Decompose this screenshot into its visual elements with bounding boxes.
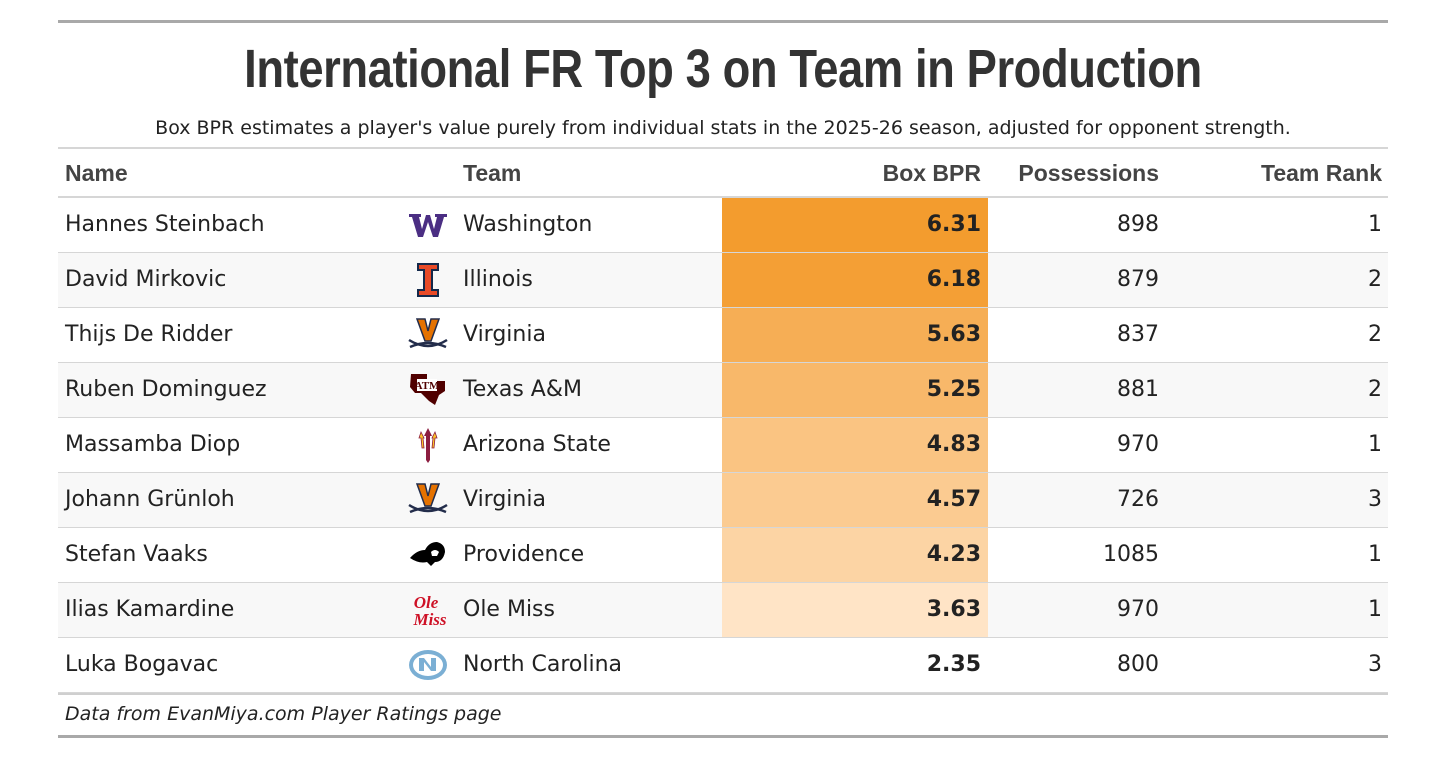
table-row: Luka Bogavac North Carolina 2.35 800 3 — [58, 638, 1388, 693]
box-bpr-value: 4.83 — [926, 432, 981, 457]
texas-am-logo-icon: ATM — [407, 371, 449, 409]
team-rank-value: 1 — [1368, 212, 1382, 237]
svg-text:Ole: Ole — [414, 593, 439, 612]
box-bpr-value: 5.25 — [926, 377, 981, 402]
box-bpr-value: 3.63 — [926, 597, 981, 622]
team-name: North Carolina — [463, 652, 623, 677]
possessions-value: 879 — [1117, 267, 1159, 292]
virginia-logo-icon — [407, 481, 449, 519]
team-name: Virginia — [463, 487, 546, 512]
team-name: Arizona State — [463, 432, 611, 457]
column-header-team-rank: Team Rank — [1260, 160, 1382, 186]
svg-text:Miss: Miss — [412, 610, 446, 629]
table-row: Stefan Vaaks Providence 4.23 1085 1 — [58, 528, 1388, 583]
box-bpr-value: 6.31 — [926, 212, 981, 237]
possessions-value: 970 — [1117, 597, 1159, 622]
chart-title: International FR Top 3 on Team in Produc… — [244, 39, 1202, 99]
possessions-value: 970 — [1117, 432, 1159, 457]
player-name: Luka Bogavac — [65, 652, 219, 677]
box-bpr-heat-cell — [722, 308, 988, 362]
ole-miss-logo-icon: Ole Miss — [407, 591, 449, 629]
team-name: Texas A&M — [463, 377, 582, 402]
table-figure: International FR Top 3 on Team in Produc… — [58, 20, 1388, 738]
table-header: Name Team Box BPR Possessions Team Rank — [58, 147, 1388, 198]
team-rank-value: 2 — [1368, 377, 1382, 402]
chart-subtitle: Box BPR estimates a player's value purel… — [155, 117, 1291, 139]
table-row: David Mirkovic Illinois 6.18 879 2 — [58, 253, 1388, 308]
table-row: Ruben Dominguez ATM Texas A&M 5.25 881 2 — [58, 363, 1388, 418]
box-bpr-value: 4.23 — [926, 542, 981, 567]
team-rank-value: 1 — [1368, 597, 1382, 622]
top-rule — [58, 20, 1388, 23]
illinois-logo-icon — [407, 261, 449, 299]
player-name: Johann Grünloh — [65, 487, 235, 512]
providence-logo-icon — [407, 536, 449, 574]
team-rank-value: 3 — [1368, 652, 1382, 677]
table-footer: Data from EvanMiya.com Player Ratings pa… — [58, 693, 1388, 738]
team-name: Illinois — [463, 267, 533, 292]
possessions-value: 800 — [1117, 652, 1159, 677]
north-carolina-logo-icon — [407, 646, 449, 684]
column-header-name: Name — [65, 160, 128, 186]
team-name: Washington — [463, 212, 593, 237]
player-name: Thijs De Ridder — [65, 322, 233, 347]
team-rank-value: 2 — [1368, 322, 1382, 347]
team-name: Providence — [463, 542, 585, 567]
possessions-value: 898 — [1117, 212, 1159, 237]
possessions-value: 837 — [1117, 322, 1159, 347]
washington-logo-icon — [407, 206, 449, 244]
team-rank-value: 3 — [1368, 487, 1382, 512]
box-bpr-value: 2.35 — [926, 652, 981, 677]
table-row: Thijs De Ridder Virginia 5.63 837 2 — [58, 308, 1388, 363]
table-row: Massamba Diop Arizona State 4.83 970 1 — [58, 418, 1388, 473]
box-bpr-heat-cell — [722, 473, 988, 527]
box-bpr-heat-cell — [722, 528, 988, 582]
team-name: Ole Miss — [463, 597, 555, 622]
table-row: Hannes Steinbach Washington 6.31 898 1 — [58, 198, 1388, 253]
box-bpr-value: 6.18 — [926, 267, 981, 292]
box-bpr-heat-cell — [722, 583, 988, 637]
possessions-value: 726 — [1117, 487, 1159, 512]
box-bpr-value: 5.63 — [926, 322, 981, 347]
column-header-team: Team — [463, 160, 522, 186]
svg-text:ATM: ATM — [415, 380, 440, 392]
box-bpr-heat-cell — [722, 253, 988, 307]
box-bpr-heat-cell — [722, 198, 988, 252]
possessions-value: 881 — [1117, 377, 1159, 402]
arizona-state-logo-icon — [407, 426, 449, 464]
source-note: Data from EvanMiya.com Player Ratings pa… — [65, 703, 502, 725]
player-name: David Mirkovic — [65, 267, 227, 292]
team-name: Virginia — [463, 322, 546, 347]
table-row: Johann Grünloh Virginia 4.57 726 3 — [58, 473, 1388, 528]
player-name: Ruben Dominguez — [65, 377, 267, 402]
box-bpr-heat-cell — [722, 418, 988, 472]
column-header-box-bpr: Box BPR — [882, 160, 981, 186]
box-bpr-heat-cell — [722, 363, 988, 417]
team-rank-value: 2 — [1368, 267, 1382, 292]
column-header-possessions: Possessions — [1018, 160, 1159, 186]
player-name: Ilias Kamardine — [65, 597, 235, 622]
table-body: Hannes Steinbach Washington 6.31 898 1 David … — [58, 198, 1388, 693]
player-name: Massamba Diop — [65, 432, 241, 457]
player-name: Stefan Vaaks — [65, 542, 208, 567]
team-rank-value: 1 — [1368, 432, 1382, 457]
possessions-value: 1085 — [1103, 542, 1159, 567]
table-row: Ilias Kamardine Ole Miss Ole Miss 3.63 970 1 — [58, 583, 1388, 638]
virginia-logo-icon — [407, 316, 449, 354]
player-name: Hannes Steinbach — [65, 212, 265, 237]
team-rank-value: 1 — [1368, 542, 1382, 567]
box-bpr-value: 4.57 — [926, 487, 981, 512]
